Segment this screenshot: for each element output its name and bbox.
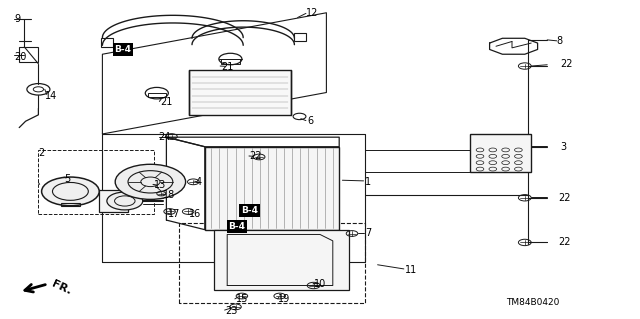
Bar	[147, 177, 163, 187]
Text: 9: 9	[14, 14, 20, 24]
Text: 10: 10	[314, 279, 326, 289]
Text: B-4: B-4	[115, 45, 131, 54]
Text: 2: 2	[38, 148, 45, 158]
Circle shape	[42, 177, 99, 206]
Text: 21: 21	[160, 97, 172, 107]
Text: B-4: B-4	[241, 206, 258, 215]
Text: B-4: B-4	[228, 222, 245, 231]
Text: 22: 22	[558, 237, 571, 248]
Text: 24: 24	[159, 132, 171, 142]
Bar	[38, 150, 154, 214]
Text: TM84B0420: TM84B0420	[506, 298, 559, 307]
Text: 1: 1	[365, 177, 371, 187]
Text: 17: 17	[168, 209, 180, 219]
Bar	[205, 147, 339, 230]
Text: 16: 16	[189, 209, 202, 219]
Text: 19: 19	[278, 294, 291, 304]
Text: 15: 15	[236, 294, 248, 304]
Bar	[101, 38, 113, 47]
Text: FR.: FR.	[50, 279, 73, 297]
Text: 4: 4	[195, 177, 202, 187]
Text: 22: 22	[561, 59, 573, 69]
Text: 13: 13	[154, 180, 166, 190]
Text: 18: 18	[163, 189, 175, 200]
Text: 5: 5	[64, 174, 70, 184]
Bar	[19, 47, 38, 62]
Bar	[214, 230, 349, 290]
Text: 8: 8	[557, 36, 563, 47]
Bar	[294, 33, 306, 41]
Bar	[148, 93, 166, 97]
Text: 20: 20	[14, 52, 26, 63]
Text: 22: 22	[558, 193, 571, 203]
Text: 11: 11	[404, 264, 417, 275]
Text: 3: 3	[561, 142, 567, 152]
Bar	[189, 70, 291, 115]
Text: 23: 23	[225, 306, 237, 316]
Bar	[221, 59, 240, 64]
Text: 12: 12	[306, 8, 318, 18]
Text: 14: 14	[45, 91, 57, 101]
Bar	[470, 134, 531, 172]
Circle shape	[107, 192, 143, 210]
Text: 7: 7	[365, 228, 371, 238]
Text: 6: 6	[307, 116, 314, 126]
Bar	[99, 190, 128, 212]
Text: 21: 21	[221, 62, 233, 72]
Text: 22: 22	[250, 151, 262, 161]
Bar	[61, 203, 80, 206]
Circle shape	[115, 164, 186, 199]
